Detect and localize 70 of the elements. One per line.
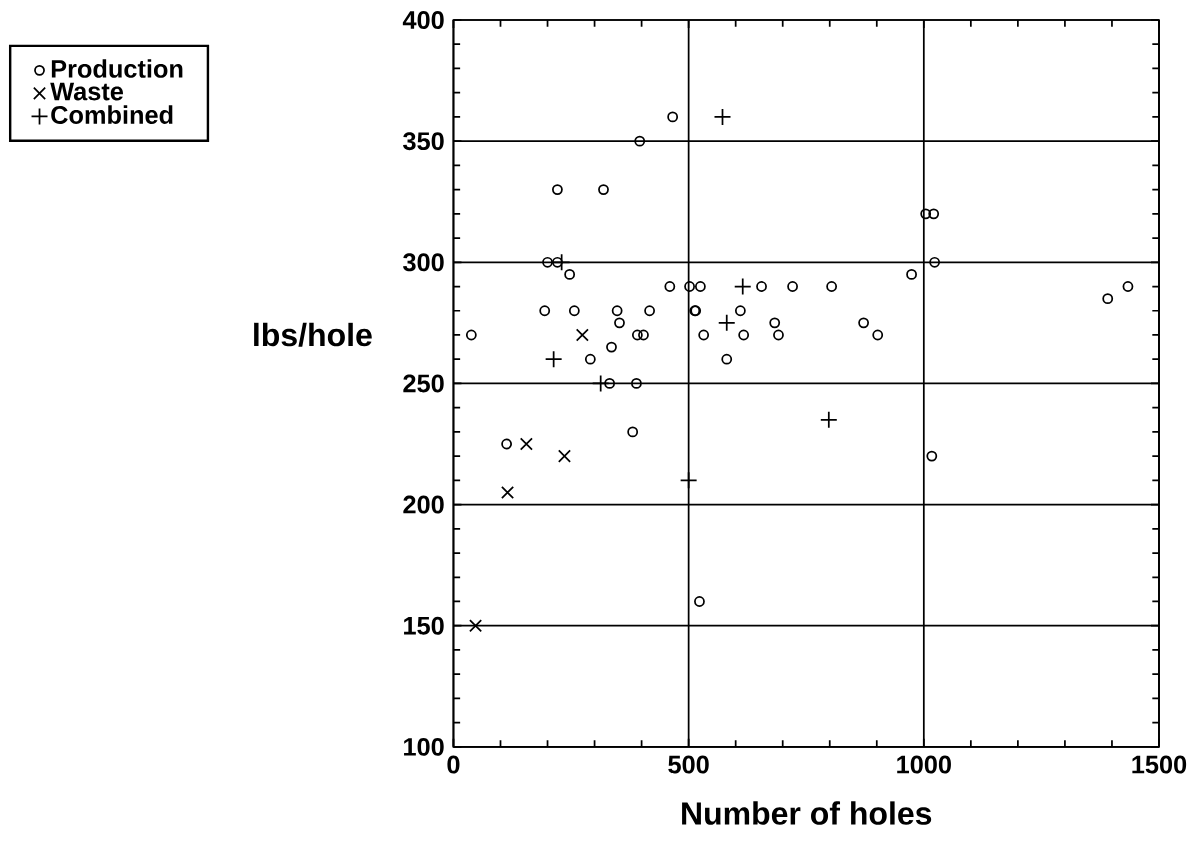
- point: [539, 305, 551, 317]
- point: [721, 353, 733, 365]
- point: [733, 277, 752, 296]
- point: [469, 619, 483, 633]
- point: [501, 438, 513, 450]
- y-tick-label: 400: [402, 11, 444, 30]
- point: [568, 305, 580, 317]
- x-tick-label: 1500: [1132, 755, 1187, 774]
- point: [606, 341, 617, 353]
- point: [1122, 281, 1134, 292]
- point: [627, 426, 639, 438]
- point: [872, 329, 884, 341]
- point: [713, 108, 732, 126]
- point: [698, 329, 710, 341]
- point: [664, 281, 676, 292]
- point: [591, 374, 610, 393]
- point: [694, 596, 705, 607]
- point: [564, 269, 576, 280]
- point: [694, 281, 706, 292]
- y-tick-label: 250: [403, 374, 444, 393]
- point: [631, 378, 642, 389]
- legend-label: Waste: [50, 82, 124, 101]
- legend-label: Combined: [51, 105, 173, 124]
- point: [756, 281, 767, 292]
- point: [552, 256, 563, 268]
- point: [638, 329, 649, 341]
- point: [667, 111, 679, 123]
- legend-label: Production: [51, 59, 183, 78]
- y-tick-label: 100: [404, 737, 444, 756]
- point: [717, 314, 736, 332]
- point: [906, 269, 917, 280]
- point: [634, 135, 646, 147]
- point: [679, 471, 698, 490]
- x-axis-title: Number of holes: [682, 801, 932, 825]
- point: [819, 410, 838, 429]
- point: [519, 437, 533, 451]
- point: [552, 184, 563, 196]
- point: [644, 305, 656, 317]
- point: [858, 317, 870, 329]
- point: [584, 353, 596, 365]
- point: [926, 450, 938, 462]
- point: [614, 317, 625, 329]
- point: [684, 281, 695, 292]
- point: [1102, 293, 1114, 305]
- x-tick-label: 0: [447, 755, 460, 774]
- point: [773, 329, 784, 341]
- point: [920, 208, 932, 220]
- point: [738, 329, 750, 341]
- x-tick-label: 1000: [897, 755, 951, 774]
- y-tick-label: 300: [403, 253, 444, 272]
- point: [544, 350, 563, 369]
- point: [611, 305, 623, 317]
- point: [501, 485, 515, 500]
- point: [575, 328, 589, 342]
- point: [631, 329, 643, 341]
- y-tick-label: 150: [404, 616, 444, 635]
- point: [557, 449, 571, 463]
- point: [604, 378, 616, 389]
- point: [929, 256, 941, 268]
- y-tick-label: 350: [403, 132, 444, 151]
- point: [769, 317, 781, 329]
- y-tick-label: 200: [403, 495, 444, 514]
- point: [928, 208, 940, 220]
- x-tick-label: 500: [668, 755, 709, 774]
- point: [734, 305, 746, 317]
- point: [826, 281, 838, 292]
- point: [465, 329, 477, 341]
- point: [598, 184, 609, 196]
- point: [787, 281, 798, 292]
- y-axis-title: lbs/hole: [254, 322, 372, 347]
